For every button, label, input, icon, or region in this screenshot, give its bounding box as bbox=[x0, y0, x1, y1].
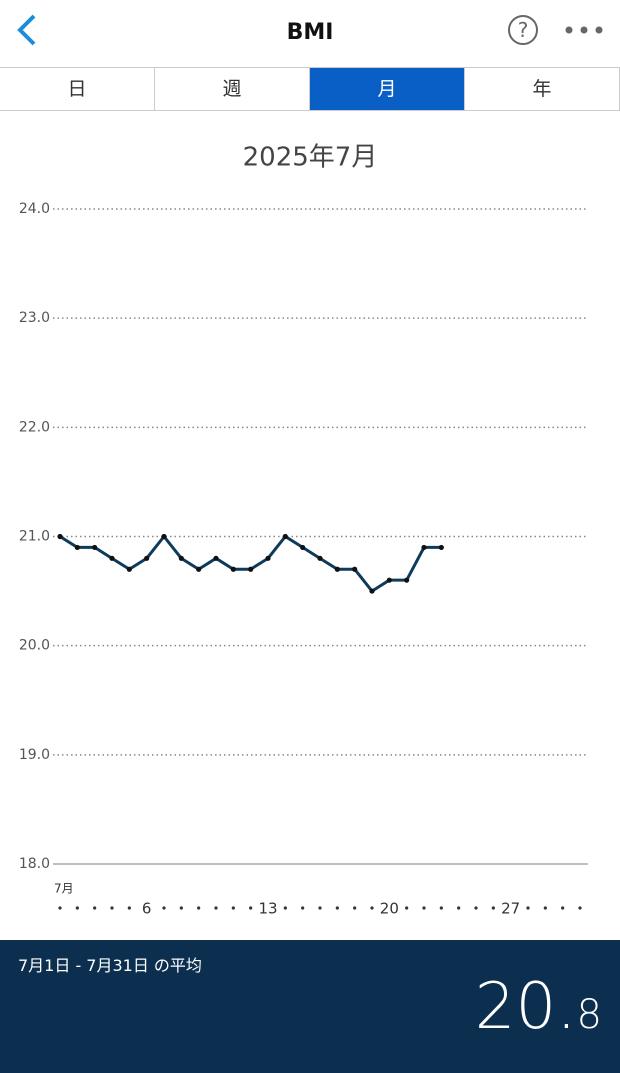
data-point bbox=[109, 555, 115, 561]
x-day-dot bbox=[439, 906, 443, 910]
average-label: 7月1日 - 7月31日 の平均 bbox=[18, 956, 202, 975]
tab[interactable]: 週 bbox=[155, 68, 310, 110]
x-day-dot bbox=[110, 906, 114, 910]
x-day-dot bbox=[474, 906, 478, 910]
y-tick-label: 18.0 bbox=[19, 856, 50, 872]
x-tick-label: 6 bbox=[142, 900, 152, 918]
x-day-dot bbox=[301, 906, 305, 910]
x-tick-label: 7月 bbox=[54, 882, 74, 896]
x-day-dot bbox=[127, 906, 131, 910]
header-title: BMI bbox=[286, 20, 334, 45]
data-point bbox=[300, 544, 306, 551]
x-day-dot bbox=[457, 906, 461, 910]
period-tabs: 日週月年 bbox=[0, 68, 620, 111]
x-tick-mark bbox=[58, 906, 62, 910]
data-point bbox=[317, 555, 323, 561]
x-tick-label: 27 bbox=[501, 900, 520, 918]
x-day-dot bbox=[283, 906, 287, 910]
data-point bbox=[196, 566, 202, 572]
back-button[interactable] bbox=[17, 14, 36, 46]
header-icons: ? bbox=[17, 14, 603, 46]
average-value: 20.8 bbox=[475, 970, 602, 1044]
tab[interactable]: 月 bbox=[310, 68, 465, 110]
average-main: 20. bbox=[474, 970, 577, 1044]
x-day-dot bbox=[526, 906, 530, 910]
x-tick-label: 13 bbox=[258, 900, 277, 918]
x-day-dot bbox=[179, 906, 183, 910]
data-point bbox=[404, 577, 410, 583]
header: ? BMI bbox=[0, 0, 620, 68]
data-point bbox=[352, 566, 358, 572]
x-day-dot bbox=[318, 906, 322, 910]
data-point bbox=[178, 555, 184, 561]
data-point bbox=[230, 566, 236, 572]
x-day-dot bbox=[370, 906, 374, 910]
x-day-dot bbox=[93, 906, 97, 910]
average-sub: 8 bbox=[576, 992, 602, 1038]
x-day-dot bbox=[75, 906, 79, 910]
data-point bbox=[265, 555, 271, 561]
data-point bbox=[57, 533, 63, 540]
data-line bbox=[59, 534, 442, 594]
help-button[interactable] bbox=[508, 15, 538, 45]
data-point bbox=[386, 577, 392, 583]
y-tick-label: 19.0 bbox=[19, 747, 50, 763]
y-tick-label: 20.0 bbox=[19, 638, 50, 654]
x-day-dot bbox=[197, 906, 201, 910]
y-tick-label: 21.0 bbox=[19, 529, 50, 545]
x-day-dot bbox=[335, 906, 339, 910]
data-point bbox=[92, 544, 98, 551]
data-point bbox=[213, 555, 219, 561]
x-day-dot bbox=[162, 906, 166, 910]
x-day-dot bbox=[422, 906, 426, 910]
data-point bbox=[126, 566, 132, 572]
x-day-dot bbox=[491, 906, 495, 910]
help-icon: ? bbox=[518, 18, 529, 42]
x-day-dot bbox=[214, 906, 218, 910]
y-tick-label: 24.0 bbox=[19, 201, 50, 217]
tab[interactable]: 年 bbox=[465, 68, 620, 110]
data-point bbox=[248, 566, 254, 572]
x-tick-label: 20 bbox=[380, 900, 399, 918]
y-tick-label: 23.0 bbox=[19, 310, 50, 326]
x-day-dot bbox=[249, 906, 253, 910]
x-day-dot bbox=[405, 906, 409, 910]
x-day-dot bbox=[231, 906, 235, 910]
chart-title: 2025年7月 bbox=[243, 143, 378, 173]
chart: 2025年7月 18.0 19.0 20.0 21.0 22.0 23.0 24.0 7月 6 1… bbox=[19, 143, 588, 918]
x-day-dot bbox=[578, 906, 582, 910]
more-button[interactable] bbox=[565, 26, 603, 34]
x-day-dot bbox=[543, 906, 547, 910]
average-panel: 7月1日 - 7月31日 の平均 20.8 bbox=[0, 940, 620, 1073]
data-point bbox=[369, 588, 375, 594]
x-day-dot bbox=[561, 906, 565, 910]
data-point bbox=[438, 544, 444, 551]
data-point bbox=[144, 555, 150, 561]
data-point bbox=[334, 566, 340, 572]
tab[interactable]: 日 bbox=[0, 68, 155, 110]
y-tick-label: 22.0 bbox=[19, 419, 50, 435]
x-day-dot bbox=[353, 906, 357, 910]
data-point bbox=[421, 544, 427, 551]
data-point bbox=[282, 533, 288, 540]
data-point bbox=[74, 544, 80, 551]
data-point bbox=[161, 533, 167, 540]
